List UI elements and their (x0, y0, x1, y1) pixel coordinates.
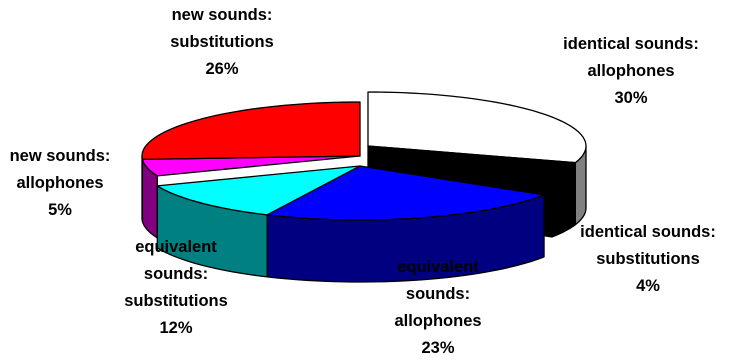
slice-label-5: new sounds: substitutions 26% (170, 6, 274, 78)
slice-label-line: allophones (16, 174, 103, 192)
slice-label-line: substitutions (124, 292, 228, 310)
slice-label-line: 26% (205, 60, 238, 78)
slice-label-line: 4% (636, 277, 660, 295)
slice-label-line: equivalent (135, 238, 217, 256)
slice-label-line: allophones (394, 312, 481, 330)
slice-label-line: allophones (587, 62, 674, 80)
slice-label-line: identical sounds: (580, 223, 716, 241)
slice-label-line: 30% (614, 89, 647, 107)
slice-label-2: equivalent sounds: allophones 23% (394, 258, 481, 357)
slice-label-1: identical sounds: substitutions 4% (580, 223, 716, 295)
slice-label-line: identical sounds: (563, 35, 699, 53)
slice-top-4 (141, 155, 361, 177)
slice-label-line: 5% (48, 201, 72, 219)
slice-top-1 (367, 145, 576, 176)
slice-label-line: sounds: (144, 265, 208, 283)
slice-label-line: substitutions (170, 33, 274, 51)
slice-label-3: equivalent sounds: substitutions 12% (124, 238, 228, 337)
slice-label-line: sounds: (406, 285, 470, 303)
pie-tops (141, 91, 587, 221)
slice-label-line: new sounds: (172, 6, 273, 24)
slice-top-0 (367, 91, 587, 164)
slice-label-line: 23% (421, 339, 454, 357)
slice-label-line: 12% (159, 319, 192, 337)
slice-label-line: equivalent (397, 258, 479, 276)
slice-top-3 (156, 165, 361, 216)
slice-top-2 (266, 165, 545, 221)
slice-label-4: new sounds: allophones 5% (10, 147, 111, 219)
slice-labels: identical sounds: allophones 30%identical … (10, 6, 716, 357)
slice-top-5 (141, 101, 361, 161)
slice-label-0: identical sounds: allophones 30% (563, 35, 699, 107)
slice-label-line: new sounds: (10, 147, 111, 165)
slice-label-line: substitutions (596, 250, 700, 268)
